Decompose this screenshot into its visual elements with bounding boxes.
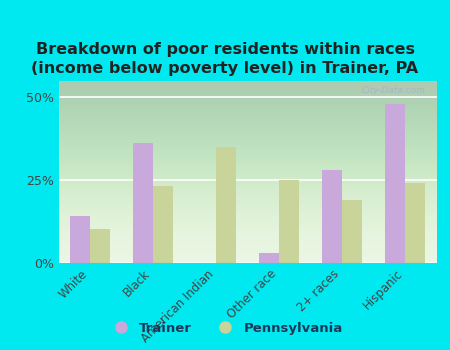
Bar [385, 104, 405, 262]
Bar [279, 180, 299, 262]
Bar [405, 183, 425, 262]
Bar [322, 170, 342, 262]
Bar [70, 216, 90, 262]
Bar [90, 229, 110, 262]
Bar [259, 253, 279, 262]
Bar [153, 187, 173, 262]
Bar [342, 199, 362, 262]
Text: Breakdown of poor residents within races
(income below poverty level) in Trainer: Breakdown of poor residents within races… [32, 42, 419, 76]
Bar [133, 144, 153, 262]
Text: City-Data.com: City-Data.com [361, 86, 425, 95]
Bar [216, 147, 236, 262]
Legend: Trainer, Pennsylvania: Trainer, Pennsylvania [102, 316, 348, 340]
